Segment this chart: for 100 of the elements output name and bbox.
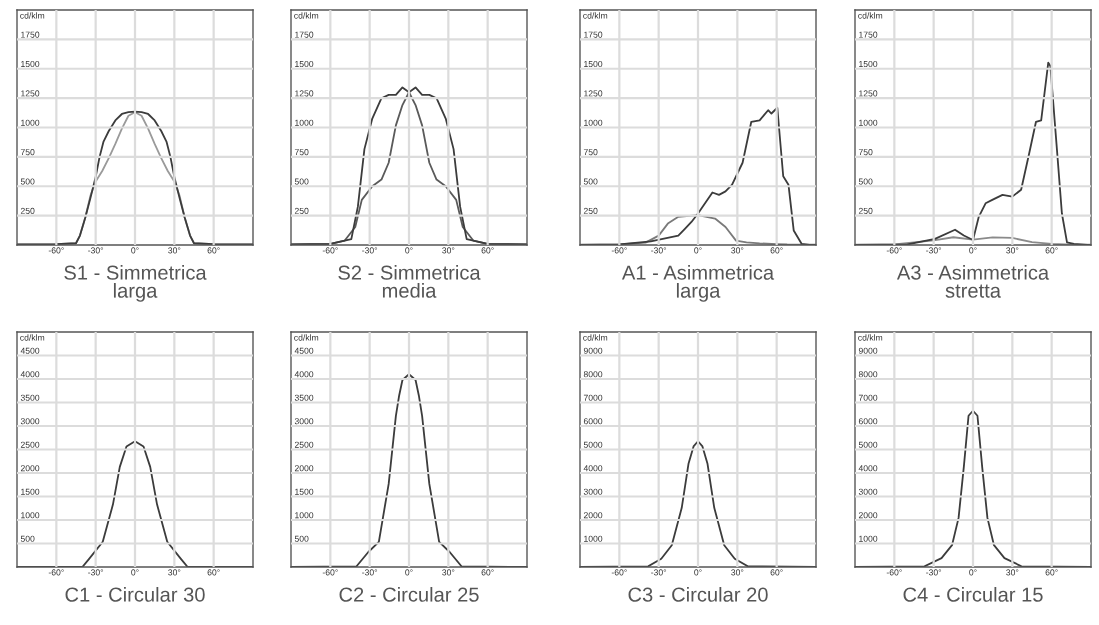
y-tick-label: 5000	[858, 441, 878, 448]
y-tick-label: 3000	[858, 488, 878, 495]
y-tick-label: 2000	[20, 465, 40, 472]
x-tick-label: 30°	[1006, 569, 1019, 576]
x-tick-label: 30°	[731, 569, 744, 576]
y-tick-label: 2500	[294, 441, 314, 448]
y-tick-label: 1500	[21, 60, 40, 68]
text: C2 - Circular 25	[339, 586, 479, 602]
y-tick-label: 4500	[20, 347, 40, 354]
x-tick-label: -60°	[322, 247, 338, 254]
x-tick-label: 0°	[405, 569, 413, 576]
y-tick-label: 8000	[858, 371, 878, 378]
x-tick-label: -60°	[611, 569, 627, 576]
x-tick-label: 60°	[207, 569, 220, 576]
y-tick-label: 2000	[583, 512, 603, 519]
y-tick-label: 4000	[858, 465, 878, 472]
y-tick-label: 1000	[295, 119, 314, 126]
x-tick-label: -30°	[651, 569, 667, 576]
y-tick-label: 1500	[295, 488, 314, 495]
x-tick-label: -60°	[48, 247, 64, 254]
y-tick-label: 500	[583, 178, 598, 185]
x-tick-label: 0°	[131, 569, 139, 576]
x-tick-label: 60°	[481, 247, 494, 254]
text: A1 - Asimmetrica larga	[621, 264, 775, 302]
y-tick-label: 750	[20, 149, 35, 156]
y-tick-label: 500	[20, 178, 35, 185]
y-tick-label: 5000	[583, 441, 603, 448]
y-tick-label: 1750	[584, 31, 603, 38]
x-tick-label: 30°	[1006, 247, 1019, 254]
y-tick-label: 500	[20, 535, 35, 542]
y-tick-label: 3000	[20, 418, 40, 425]
y-tick-label: 3000	[294, 418, 314, 425]
y-tick-label: 1750	[295, 31, 314, 38]
x-tick-label: -30°	[362, 569, 378, 576]
y-tick-label: 3500	[294, 394, 314, 401]
y-tick-label: 8000	[583, 371, 603, 378]
y-tick-label: 4000	[20, 371, 40, 378]
y-tick-label: 6000	[858, 418, 878, 425]
text: S2 - Simmetrica media	[338, 264, 481, 298]
y-tick-label: 1250	[859, 90, 878, 97]
y-tick-label: 750	[583, 149, 598, 156]
x-tick-label: -30°	[362, 247, 378, 254]
y-tick-label: 750	[858, 149, 873, 156]
y-tick-label: 250	[294, 207, 309, 214]
y-tick-label: 3000	[583, 488, 603, 495]
x-tick-label: -30°	[651, 247, 667, 254]
x-tick-label: 0°	[969, 569, 977, 576]
y-axis-title: cd/klm	[20, 334, 45, 341]
y-tick-label: 500	[294, 535, 309, 542]
y-tick-label: 9000	[858, 347, 878, 354]
x-tick-label: -30°	[88, 569, 104, 576]
y-tick-label: 1500	[584, 60, 603, 68]
x-tick-label: 30°	[168, 569, 181, 576]
x-tick-label: 30°	[168, 247, 181, 254]
y-tick-label: 250	[20, 207, 35, 214]
y-axis-title: cd/klm	[858, 12, 883, 19]
y-tick-label: 500	[294, 178, 309, 185]
y-tick-label: 4000	[294, 371, 314, 378]
x-tick-label: 30°	[442, 247, 455, 254]
text: A3 - Asimmetrica stretta	[896, 264, 1050, 298]
x-tick-label: 60°	[207, 247, 220, 254]
x-tick-label: 0°	[131, 247, 139, 254]
y-tick-label: 1000	[21, 119, 40, 126]
x-tick-label: -60°	[886, 569, 902, 576]
x-tick-label: 60°	[1045, 569, 1058, 576]
y-tick-label: 7000	[858, 394, 878, 401]
y-axis-title: cd/klm	[20, 12, 45, 19]
x-tick-label: 0°	[969, 247, 977, 254]
y-tick-label: 1000	[295, 512, 314, 519]
y-tick-label: 500	[858, 178, 873, 185]
y-axis-title: cd/klm	[294, 334, 319, 341]
x-tick-label: 60°	[770, 569, 783, 576]
y-tick-label: 3500	[20, 394, 40, 401]
x-tick-label: 0°	[694, 569, 702, 576]
y-tick-label: 1250	[295, 90, 314, 97]
text: C1 - Circular 30	[65, 586, 205, 602]
y-tick-label: 1000	[584, 119, 603, 126]
y-tick-label: 1000	[859, 119, 878, 126]
x-tick-label: -60°	[886, 247, 902, 254]
y-tick-label: 1000	[584, 535, 603, 542]
y-tick-label: 1000	[21, 512, 40, 519]
x-tick-label: -30°	[926, 247, 942, 254]
y-tick-label: 2500	[20, 441, 40, 448]
y-axis-title: cd/klm	[858, 334, 883, 341]
y-tick-label: 1500	[859, 60, 878, 68]
x-tick-label: -60°	[322, 569, 338, 576]
y-axis-title: cd/klm	[583, 12, 608, 19]
y-axis-title: cd/klm	[294, 12, 319, 19]
x-tick-label: 60°	[770, 247, 783, 254]
y-tick-label: 1250	[584, 90, 603, 97]
y-tick-label: 1500	[21, 488, 40, 495]
y-tick-label: 250	[858, 207, 873, 214]
x-tick-label: 0°	[694, 247, 702, 254]
text: S1 - Simmetrica larga	[64, 264, 207, 302]
x-tick-label: 30°	[442, 569, 455, 576]
x-tick-label: 60°	[1045, 247, 1058, 254]
y-axis-title: cd/klm	[583, 334, 608, 341]
y-tick-label: 1000	[859, 535, 878, 542]
y-tick-label: 9000	[583, 347, 603, 354]
y-tick-label: 7000	[583, 394, 603, 401]
